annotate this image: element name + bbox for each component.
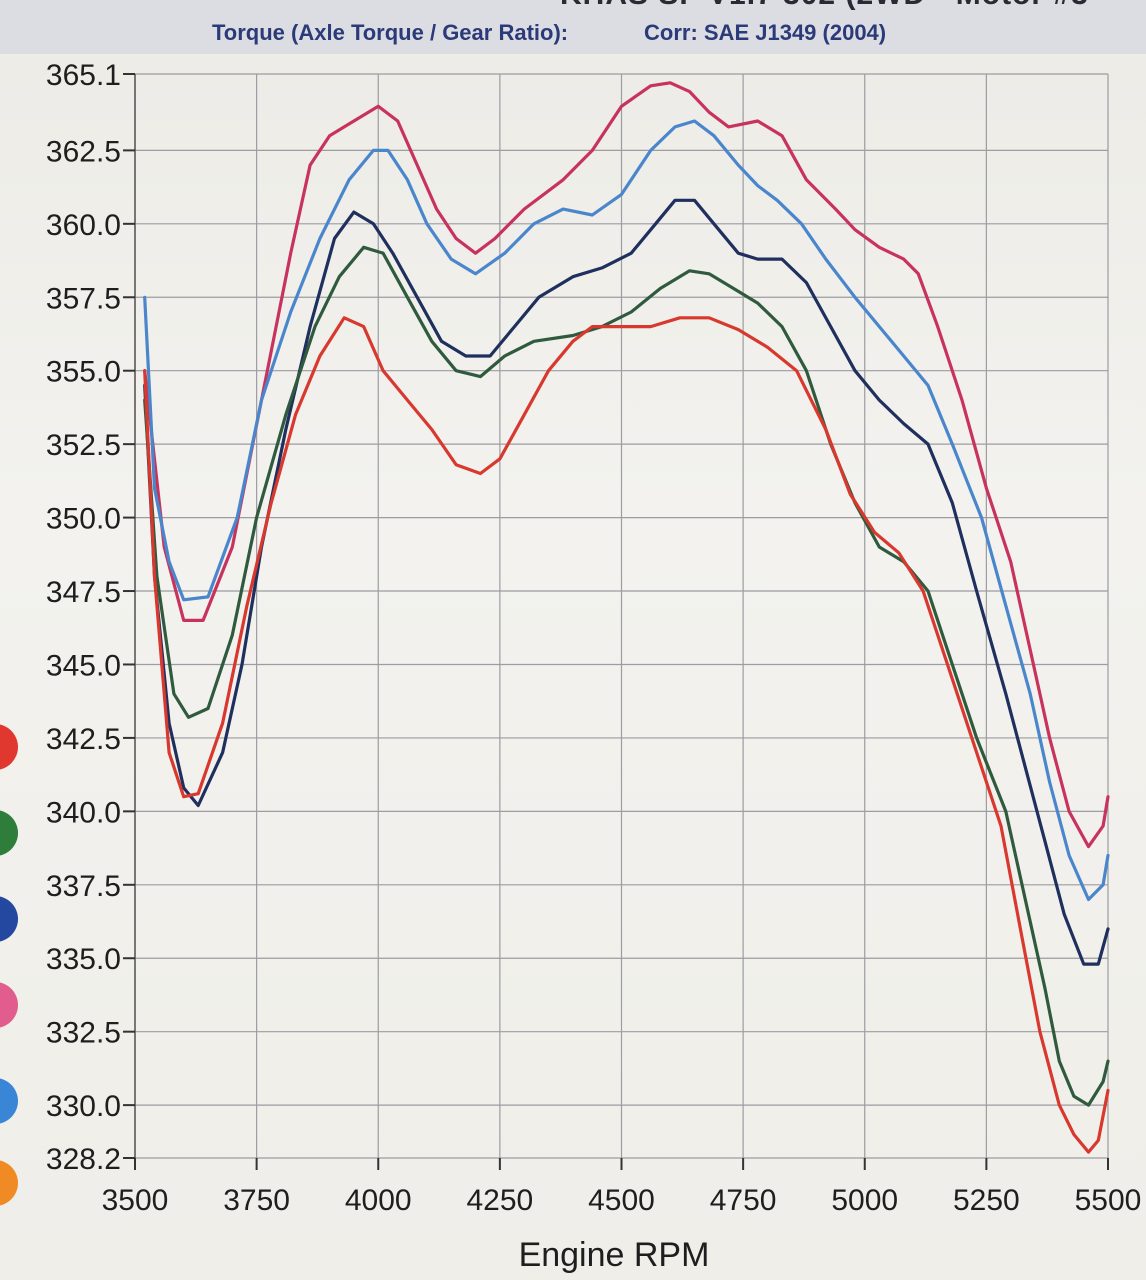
x-tick-label: 4250 [467, 1184, 534, 1217]
y-tick-label: 362.5 [46, 135, 121, 168]
y-tick-label: 345.0 [46, 649, 121, 682]
legend-color-dot [0, 810, 18, 856]
y-tick-label: 340.0 [46, 796, 121, 829]
legend-color-dot [0, 982, 18, 1028]
y-axis-ticks: 365.1 362.5 360.0 357.5 355.0 352.5 350.0 347.5… [46, 59, 135, 1176]
y-tick-label: 332.5 [46, 1017, 121, 1050]
legend-color-dot [0, 1078, 18, 1124]
x-tick-label: 4500 [588, 1184, 655, 1217]
series-line-4 [143, 245, 1110, 1107]
series-line-5 [143, 316, 1110, 1154]
y-tick-label: 357.5 [46, 282, 121, 315]
series-lines [143, 81, 1110, 1154]
legend-color-dot [0, 896, 18, 942]
x-tick-label: 3500 [102, 1184, 169, 1217]
series-line-1 [143, 81, 1110, 849]
chart-subtitle: Torque (Axle Torque / Gear Ratio): [212, 20, 569, 45]
correction-standard: Corr: SAE J1349 (2004) [644, 20, 887, 45]
y-tick-label: 350.0 [46, 503, 121, 536]
legend-color-dot [0, 724, 18, 770]
y-tick-label: 330.0 [46, 1090, 121, 1123]
x-tick-label: 5250 [953, 1184, 1020, 1217]
x-tick-label: 5000 [831, 1184, 898, 1217]
x-tick-label: 4750 [710, 1184, 777, 1217]
y-tick-label: 352.5 [46, 429, 121, 462]
y-tick-label: 360.0 [46, 209, 121, 242]
y-tick-label: 355.0 [46, 356, 121, 389]
x-tick-label: 5500 [1075, 1184, 1142, 1217]
x-axis-ticks: 3500 3750 4000 4250 4500 4750 5000 5250 5500 [102, 1158, 1142, 1217]
legend-color-dot [0, 1160, 18, 1206]
x-tick-label: 4000 [345, 1184, 412, 1217]
x-tick-label: 3750 [223, 1184, 290, 1217]
y-tick-label: 365.1 [46, 59, 121, 92]
y-tick-label: 347.5 [46, 576, 121, 609]
cut-off-title: KHAS SF V1.7 302 (2WD - Motor #3 [560, 0, 1089, 12]
header-strip [0, 0, 1146, 54]
y-tick-label: 342.5 [46, 723, 121, 756]
y-tick-label: 335.0 [46, 943, 121, 976]
grid-lines [134, 73, 1109, 1159]
series-line-2 [143, 119, 1110, 902]
y-tick-label: 328.2 [46, 1143, 121, 1176]
y-tick-label: 337.5 [46, 870, 121, 903]
x-axis-label: Engine RPM [519, 1236, 710, 1274]
